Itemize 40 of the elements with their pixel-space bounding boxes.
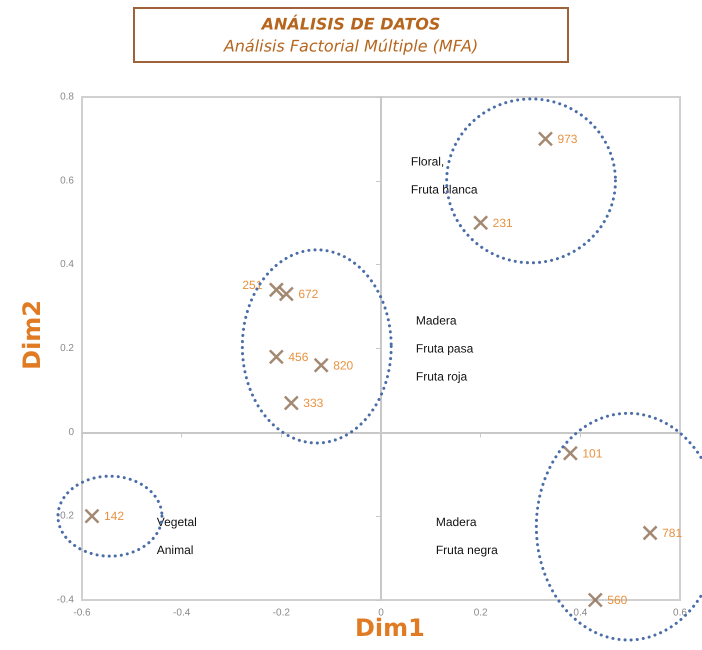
y-axis-title: Dim2: [18, 300, 46, 370]
x-tick-label: 0.4: [573, 608, 588, 618]
x-tick-label: -0.6: [73, 608, 92, 618]
y-tick-label: -0.4: [56, 594, 74, 606]
point: [268, 349, 284, 365]
x-tick-label: -0.2: [272, 608, 290, 618]
annotation: 781: [662, 526, 682, 540]
y-tick-label: 0.4: [60, 259, 74, 270]
annotation: Madera Fruta negra: [436, 514, 498, 557]
x-tick-label: 0.2: [474, 608, 488, 618]
point: [642, 525, 658, 541]
annotation: 456: [288, 350, 309, 364]
x-tick-label: -0.4: [173, 608, 191, 618]
y-tick-label: 0.2: [60, 343, 74, 354]
annotation: 560: [607, 593, 628, 607]
point: [84, 508, 100, 524]
annotation: 333: [303, 396, 324, 410]
point: [538, 131, 554, 147]
annotation: 142: [104, 509, 124, 524]
point: [313, 358, 329, 374]
annotation: 820: [333, 358, 354, 372]
y-tick-label: 0.6: [60, 175, 74, 186]
point: [472, 215, 488, 230]
y-tick-label: -0.2: [56, 510, 74, 522]
annotation: Vegetal Animal: [156, 514, 197, 557]
annotation: Floral, Fruta blanca: [410, 154, 478, 196]
annotation: 973: [557, 132, 578, 146]
point: [284, 395, 300, 411]
point: [278, 286, 294, 302]
y-tick-label: 0: [68, 426, 74, 438]
chart-title: ANÁLISIS DE DATOS: [260, 14, 440, 34]
y-tick-label: 0.8: [60, 92, 74, 102]
chart-subtitle: Análisis Factorial Múltiple (MFA): [222, 36, 478, 56]
point: [588, 592, 604, 608]
point: [268, 282, 284, 298]
annotation: Madera Fruta pasa Fruta roja: [416, 314, 474, 384]
annotation: 231: [492, 216, 514, 230]
point: [562, 446, 578, 462]
annotation: 672: [298, 287, 319, 302]
annotation: 101: [582, 446, 603, 460]
